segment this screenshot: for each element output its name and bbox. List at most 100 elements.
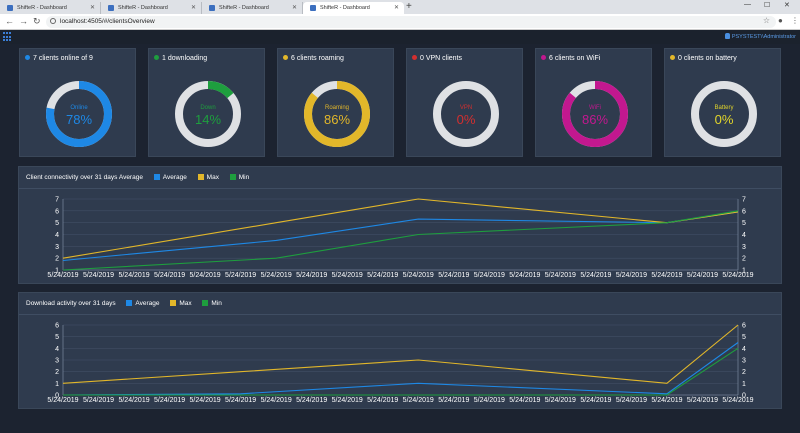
favicon-icon [108,5,114,11]
stat-title-text: 1 downloading [162,55,208,62]
wifi-dot-icon [541,55,546,60]
legend-max-swatch[interactable] [170,300,177,306]
legend-min[interactable]: Min [238,174,250,181]
x-tick-label: 5/24/2019 [403,272,434,279]
donut-chart [46,81,112,147]
x-tick-label: 5/24/2019 [47,397,78,404]
menu-kebab-icon[interactable]: ⋮ [791,16,799,25]
stat-card[interactable]: 1 downloading Down 14% [148,48,265,157]
y-tick-label-right: 3 [742,244,746,251]
y-tick-label-left: 3 [55,358,59,365]
legend-average[interactable]: Average [162,174,187,181]
tab-close-icon[interactable]: ✕ [89,5,95,11]
connectivity-line-chart: 1 1 2 2 3 3 4 4 5 5 6 6 7 7 5/24/2019 5/24/2019 5/24/201… [47,197,753,280]
legend-max-swatch[interactable] [197,174,204,180]
x-tick-label: 5/24/2019 [580,272,611,279]
y-tick-label-right: 7 [742,197,746,204]
y-tick-label-right: 6 [742,323,746,330]
series-line-min [63,347,739,396]
x-tick-label: 5/24/2019 [545,397,576,404]
browser-tab[interactable]: ShifteR - Dashboard ✕ [0,2,101,14]
x-tick-label: 5/24/2019 [261,272,292,279]
donut-percent: 0% [714,112,734,127]
legend-average-swatch[interactable] [153,174,160,180]
donut-label: Down [200,105,216,111]
browser-tab-active[interactable]: ShifteR - Dashboard ✕ [303,2,404,14]
legend-average-swatch[interactable] [126,300,133,306]
new-tab-icon[interactable]: + [406,1,412,12]
x-tick-label: 5/24/2019 [474,397,505,404]
forward-icon[interactable]: → [19,16,28,26]
profile-icon[interactable]: ● [778,16,783,25]
app-grid-icon[interactable] [3,32,13,42]
y-tick-label-right: 0 [742,393,746,400]
stat-card[interactable]: 6 clients on WiFi WiFi 86% [535,48,652,157]
chart-title: Download activity over 31 days [26,300,116,307]
tab-close-icon[interactable]: ✕ [190,5,196,11]
donut-track [691,81,757,147]
connectivity-chart-panel: Client connectivity over 31 days Average… [18,166,782,284]
user-menu[interactable]: PSYSTEST\\Administrator [724,33,796,40]
legend-average[interactable]: Average [135,300,160,307]
tab-close-icon[interactable]: ✕ [393,5,399,11]
stat-title: 7 clients online of 9 [25,55,93,62]
chart-header: Client connectivity over 31 days Average… [19,167,781,189]
x-tick-label: 5/24/2019 [332,397,363,404]
chart-title: Client connectivity over 31 days Average [26,174,143,181]
donut-label: VPN [459,105,473,111]
donut-arc [46,81,112,147]
y-tick-label-right: 2 [742,256,746,263]
minimize-icon[interactable]: — [744,1,751,8]
x-tick-label: 5/24/2019 [687,397,718,404]
x-tick-label: 5/24/2019 [509,272,540,279]
stat-card[interactable]: 0 clients on battery Battery 0% [664,48,781,157]
stat-card[interactable]: 7 clients online of 9 Online 78% [19,48,136,157]
y-tick-label-right: 5 [742,334,746,341]
roaming-icon [283,55,288,60]
x-tick-label: 5/24/2019 [651,397,682,404]
bookmark-star-icon[interactable]: ☆ [762,16,770,25]
tab-label: ShifteR - Dashboard [219,5,269,11]
x-tick-label: 5/24/2019 [118,397,149,404]
x-tick-label: 5/24/2019 [403,397,434,404]
legend-max[interactable]: Max [206,174,219,181]
y-tick-label-left: 6 [55,323,59,330]
donut-track [433,81,499,147]
tab-close-icon[interactable]: ✕ [291,5,297,11]
reload-icon[interactable]: ↻ [33,16,41,26]
tab-label: ShifteR - Dashboard [17,5,67,11]
donut-chart [562,81,628,147]
back-icon[interactable]: ← [5,16,14,26]
y-tick-label-left: 6 [55,208,59,215]
x-tick-label: 5/24/2019 [225,397,256,404]
donut-label: Online [70,105,88,111]
legend-max[interactable]: Max [179,300,192,307]
stat-title-text: 0 VPN clients [420,55,463,62]
stat-title-text: 6 clients on WiFi [549,55,601,62]
x-tick-label: 5/24/2019 [367,272,398,279]
x-tick-label: 5/24/2019 [616,272,647,279]
stat-card[interactable]: 0 VPN clients VPN 0% [406,48,523,157]
browser-tab[interactable]: ShifteR - Dashboard ✕ [202,2,303,14]
y-tick-label-right: 2 [742,369,746,376]
maximize-icon[interactable]: ☐ [764,2,771,9]
donut-label: WiFi [589,105,601,111]
online-dot-icon [25,55,30,60]
stat-card[interactable]: 6 clients roaming Roaming 86% [277,48,394,157]
site-info-icon[interactable] [50,18,56,24]
x-tick-label: 5/24/2019 [687,272,718,279]
donut-percent: 86% [323,112,351,127]
legend-min-swatch[interactable] [202,300,209,306]
window-close-icon[interactable]: ✕ [784,2,790,9]
browser-tab[interactable]: ShifteR - Dashboard ✕ [101,2,202,14]
x-tick-label: 5/24/2019 [190,397,221,404]
y-tick-label-right: 4 [742,232,746,239]
donut-arc [304,81,370,147]
x-tick-label: 5/24/2019 [83,272,114,279]
x-tick-label: 5/24/2019 [722,272,753,279]
url-input[interactable]: localhost:4505/#/clientsOverview ☆ [46,16,776,28]
url-text: localhost:4505/#/clientsOverview [60,18,155,25]
legend-min[interactable]: Min [211,300,222,307]
stat-title: 6 clients roaming [283,55,344,62]
legend-min-swatch[interactable] [229,174,236,180]
